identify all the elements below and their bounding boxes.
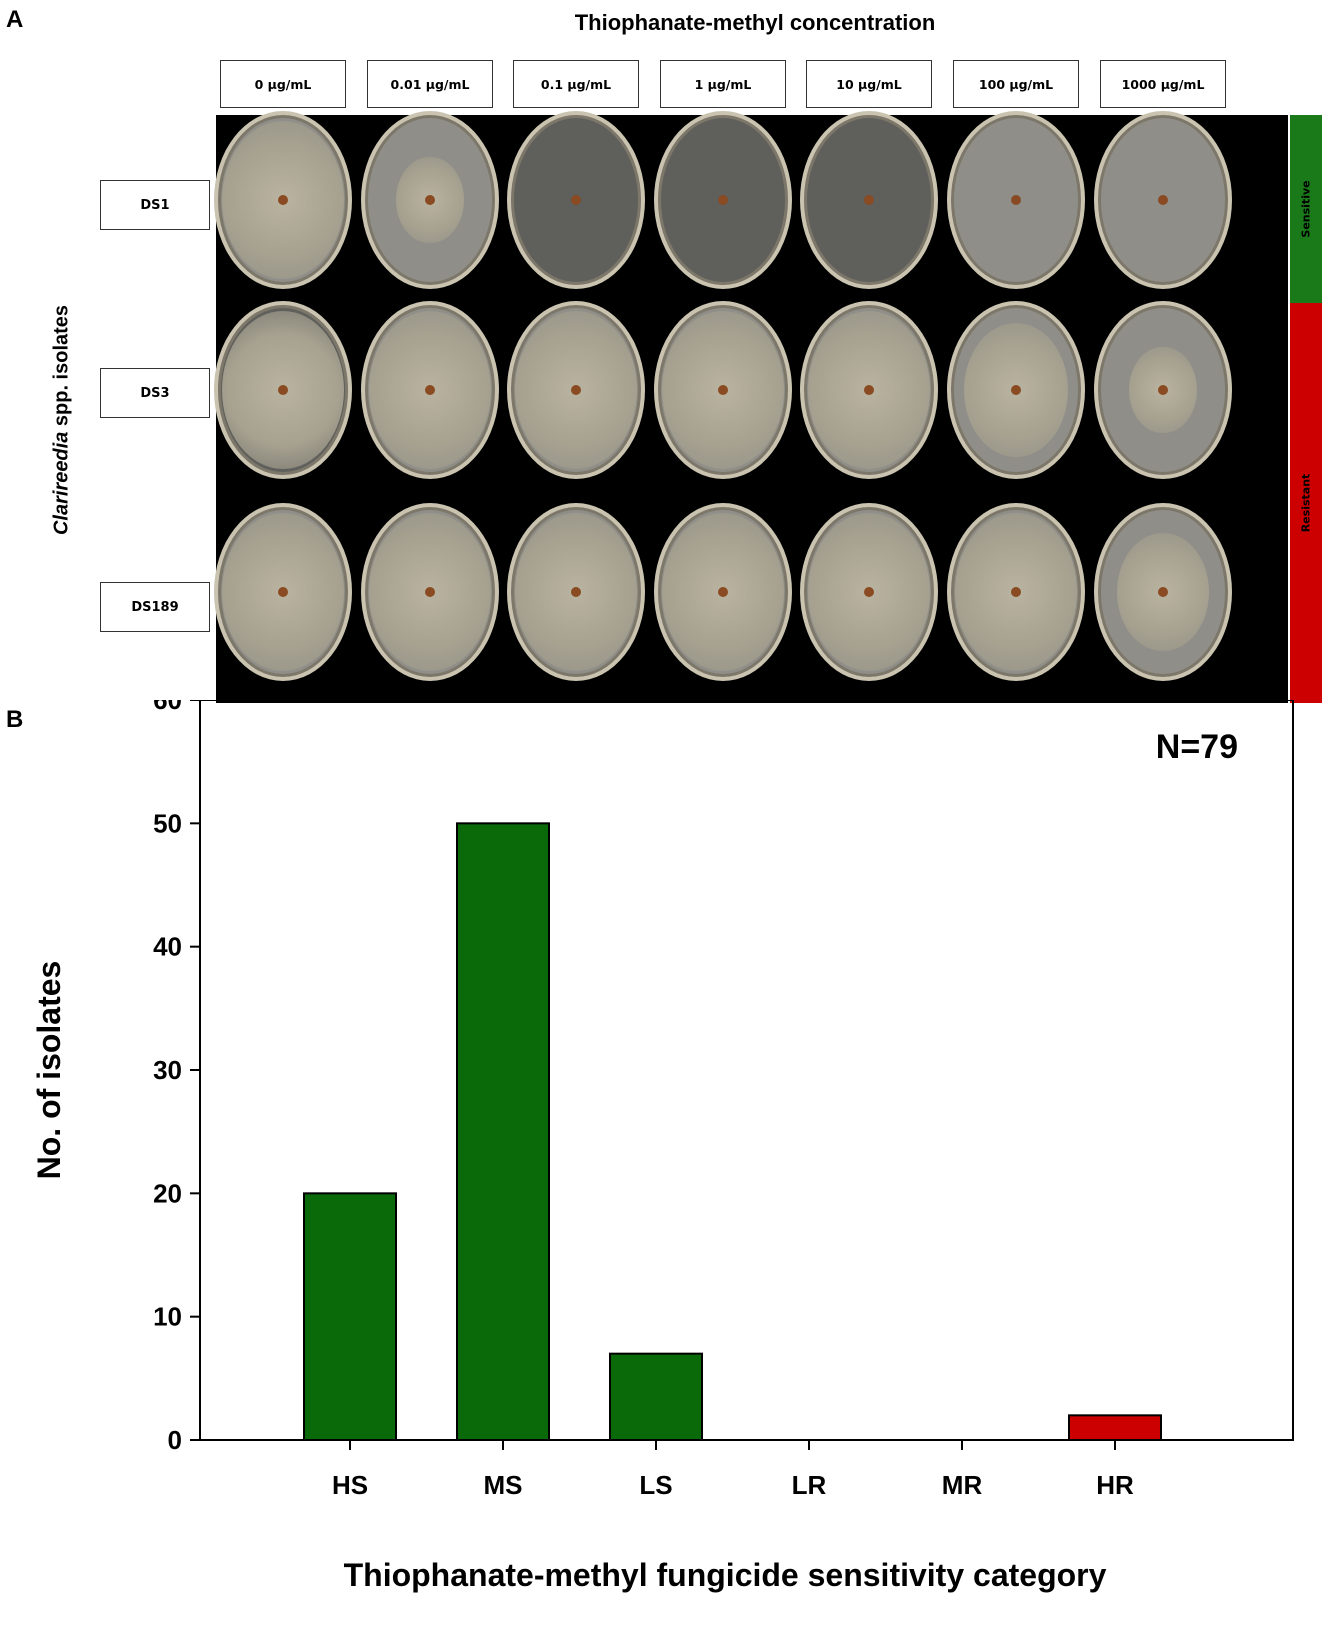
inoculum-plug	[278, 385, 288, 395]
y-tick-label: 20	[153, 1178, 182, 1208]
x-tick-label: HR	[1096, 1470, 1134, 1500]
inoculum-plug	[718, 587, 728, 597]
inoculum-plug	[718, 195, 728, 205]
inoculum-plug	[571, 587, 581, 597]
panel-a-letter: A	[6, 6, 24, 33]
x-tick-label: LS	[639, 1470, 672, 1500]
concentration-title: Thiophanate-methyl concentration	[574, 10, 936, 35]
y-tick-label: 10	[153, 1302, 182, 1332]
x-tick-label: MR	[942, 1470, 983, 1500]
y-tick-label: 0	[168, 1425, 182, 1455]
petri-plate	[800, 503, 938, 681]
y-axis-label: No. of isolates	[31, 961, 67, 1180]
sensitivity-bar-chart: 0 10 20 30 40 50 60 HS MS LS LR MR HR N=79 No. of i…	[31, 700, 1294, 1593]
bar-hs	[303, 1192, 397, 1442]
concentration-label: 0 μg/mL	[220, 60, 346, 108]
petri-plate	[654, 503, 792, 681]
inoculum-plug	[425, 385, 435, 395]
inoculum-plug	[864, 385, 874, 395]
inoculum-plug	[1011, 587, 1021, 597]
petri-plate	[947, 301, 1085, 479]
inoculum-plug	[718, 385, 728, 395]
bar-ls	[609, 1352, 703, 1442]
petri-plate	[361, 111, 499, 289]
inoculum-plug	[864, 587, 874, 597]
isolate-label: DS1	[100, 180, 210, 230]
petri-plate	[361, 503, 499, 681]
inoculum-plug	[1011, 385, 1021, 395]
inoculum-plug	[864, 195, 874, 205]
petri-plate	[654, 301, 792, 479]
x-tick-label: MS	[484, 1470, 523, 1500]
concentration-label: 100 μg/mL	[953, 60, 1079, 108]
concentration-label: 0.1 μg/mL	[513, 60, 639, 108]
petri-plate	[947, 503, 1085, 681]
inoculum-plug	[1158, 195, 1168, 205]
bar-series	[303, 822, 1162, 1442]
petri-plate	[800, 301, 938, 479]
genus-name: Clarireedia	[50, 431, 73, 536]
concentration-label: 0.01 μg/mL	[367, 60, 493, 108]
inoculum-plug	[1158, 587, 1168, 597]
isolate-label: DS189	[100, 582, 210, 632]
isolates-axis-label: Clarireedia spp. isolates	[51, 305, 74, 535]
petri-plate	[1094, 503, 1232, 681]
concentration-label: 1000 μg/mL	[1100, 60, 1226, 108]
petri-plate	[1094, 301, 1232, 479]
petri-plate	[1094, 111, 1232, 289]
x-axis-ticks: HS MS LS LR MR HR	[332, 1440, 1134, 1500]
bar-hr	[1068, 1414, 1162, 1441]
y-tick-label: 30	[153, 1055, 182, 1085]
inoculum-plug	[571, 385, 581, 395]
petri-plate	[361, 301, 499, 479]
sample-size-annotation: N=79	[1156, 728, 1238, 766]
petri-plate	[214, 503, 352, 681]
isolate-label: DS3	[100, 368, 210, 418]
isolates-label-rest: spp. isolates	[50, 304, 73, 432]
concentration-label: 10 μg/mL	[806, 60, 932, 108]
resistant-band-label: Resistant	[1299, 473, 1313, 533]
inoculum-plug	[425, 195, 435, 205]
resistant-band: Resistant	[1290, 303, 1322, 703]
sensitive-band-label: Sensitive	[1299, 180, 1313, 238]
bar-ms	[456, 822, 550, 1442]
x-axis-label: Thiophanate-methyl fungicide sensitivity…	[344, 1557, 1107, 1593]
y-tick-label: 60	[153, 700, 182, 715]
petri-plate	[214, 301, 352, 479]
petri-plate	[654, 111, 792, 289]
inoculum-plug	[278, 195, 288, 205]
sensitive-band: Sensitive	[1290, 115, 1322, 303]
y-tick-label: 50	[153, 808, 182, 838]
y-axis-ticks: 0 10 20 30 40 50 60	[153, 700, 200, 1455]
panel-b-letter: B	[6, 706, 24, 733]
petri-plate	[214, 111, 352, 289]
x-tick-label: LR	[792, 1470, 827, 1500]
plot-frame	[199, 700, 1294, 1441]
inoculum-plug	[1011, 195, 1021, 205]
inoculum-plug	[278, 587, 288, 597]
inoculum-plug	[1158, 385, 1168, 395]
petri-plate	[507, 503, 645, 681]
inoculum-plug	[571, 195, 581, 205]
petri-plate	[800, 111, 938, 289]
x-tick-label: HS	[332, 1470, 368, 1500]
petri-plate	[947, 111, 1085, 289]
petri-plate	[507, 301, 645, 479]
y-tick-label: 40	[153, 932, 182, 962]
inoculum-plug	[425, 587, 435, 597]
concentration-label: 1 μg/mL	[660, 60, 786, 108]
petri-plate	[507, 111, 645, 289]
